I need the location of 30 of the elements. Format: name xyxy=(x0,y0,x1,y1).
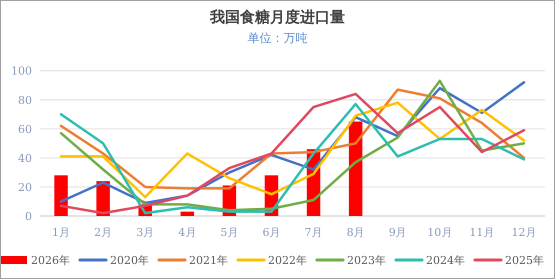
y-tick-label: 100 xyxy=(11,64,32,78)
x-tick-label: 7月 xyxy=(304,226,323,239)
y-tick-label: 20 xyxy=(18,180,32,194)
x-tick-label: 10月 xyxy=(427,226,452,239)
y-tick-label: 80 xyxy=(18,94,32,107)
x-tick-label: 12月 xyxy=(511,226,536,239)
legend-label: 2022年 xyxy=(268,254,307,267)
y-tick-label: 40 xyxy=(18,152,32,165)
x-tick-label: 5月 xyxy=(220,226,238,239)
x-tick-label: 2月 xyxy=(94,226,112,239)
x-tick-label: 4月 xyxy=(178,226,196,239)
legend-label: 2026年 xyxy=(31,254,70,267)
x-tick-label: 3月 xyxy=(136,226,154,239)
bar xyxy=(54,175,68,216)
x-tick-label: 9月 xyxy=(388,226,407,239)
legend-label: 2023年 xyxy=(347,254,386,267)
legend-label: 2021年 xyxy=(189,254,228,267)
legend-label: 2024年 xyxy=(426,254,465,267)
legend-label: 2020年 xyxy=(110,254,149,267)
x-tick-label: 8月 xyxy=(346,226,365,239)
legend-label: 2025年 xyxy=(505,254,544,267)
y-tick-label: 0 xyxy=(25,210,32,223)
x-tick-label: 1月 xyxy=(52,226,70,239)
bar xyxy=(348,122,362,216)
chart-subtitle: 单位：万吨 xyxy=(248,31,308,45)
y-tick-label: 60 xyxy=(18,122,32,136)
bar xyxy=(180,212,194,216)
x-tick-label: 6月 xyxy=(262,226,280,239)
chart-title: 我国食糖月度进口量 xyxy=(209,8,345,26)
x-tick-label: 11月 xyxy=(469,226,494,239)
